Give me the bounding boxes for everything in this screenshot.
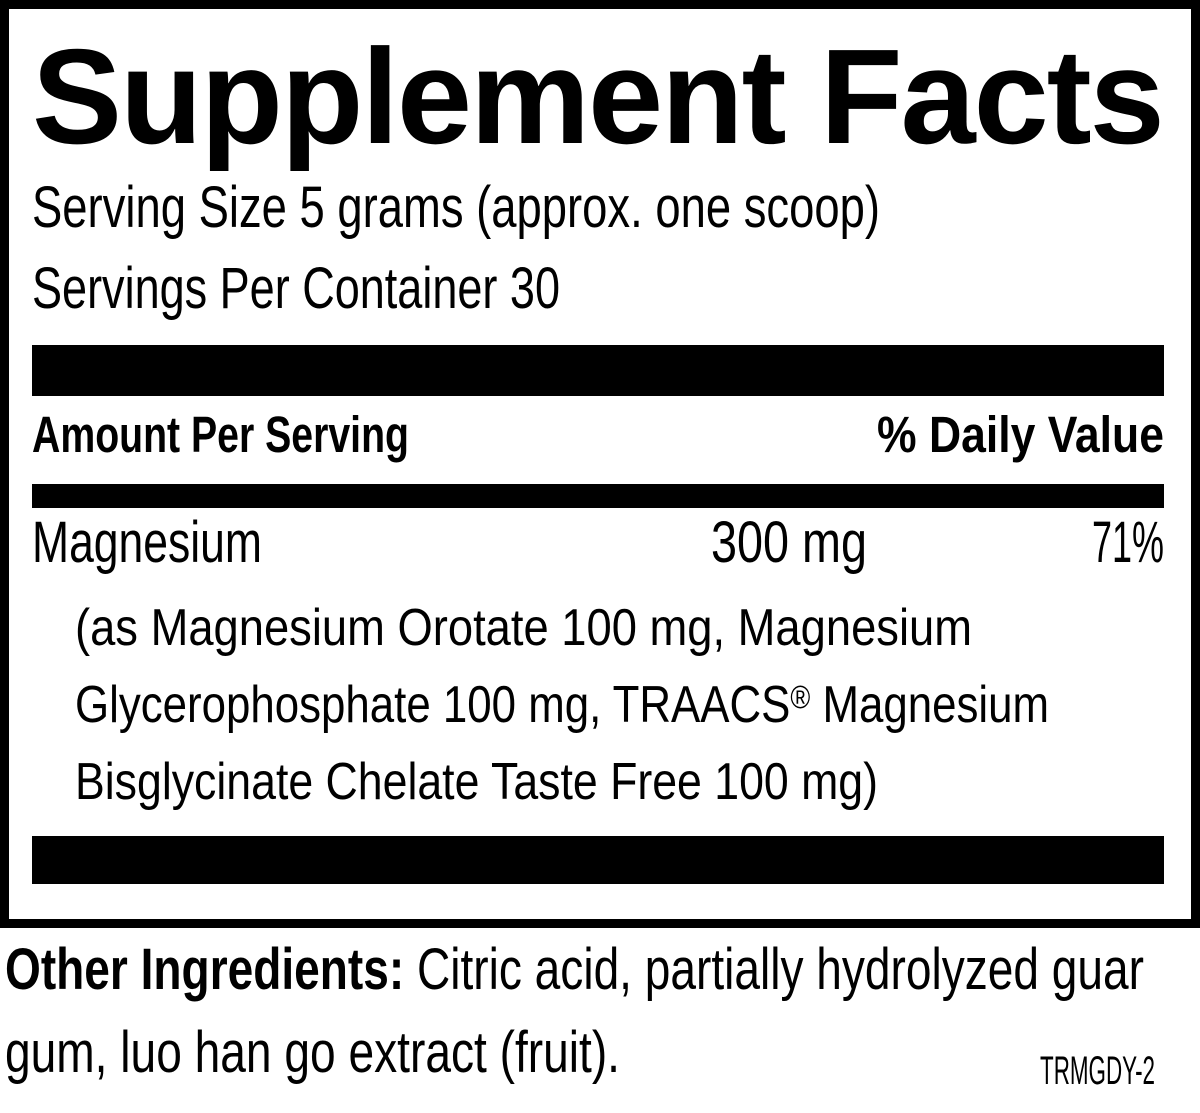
svg-text:Magnesium: Magnesium <box>32 510 262 575</box>
svg-text:(as Magnesium Orotate 100 mg,: (as Magnesium Orotate 100 mg, Magnesium <box>75 599 972 657</box>
svg-text:Supplement Facts: Supplement Facts <box>32 21 1163 172</box>
svg-text:Bisglycinate Chelate Taste Fre: Bisglycinate Chelate Taste Free 100 mg) <box>75 753 878 811</box>
svg-text:Glycerophosphate 100 mg, TRAAC: Glycerophosphate 100 mg, TRAACS® Magnesi… <box>75 676 1049 734</box>
svg-text:gum, luo han go extract (fruit: gum, luo han go extract (fruit). <box>5 1020 620 1085</box>
svg-text:Serving Size 5 grams (approx.: Serving Size 5 grams (approx. one scoop) <box>32 175 880 240</box>
svg-text:300 mg: 300 mg <box>711 510 867 575</box>
svg-text:Servings Per Container 30: Servings Per Container 30 <box>32 256 560 321</box>
svg-text:% Daily Value: % Daily Value <box>877 406 1164 463</box>
svg-text:Other Ingredients: Citric acid: Other Ingredients: Citric acid, partiall… <box>5 937 1144 1002</box>
svg-text:71%: 71% <box>1092 510 1164 575</box>
svg-text:Amount Per Serving: Amount Per Serving <box>32 406 409 463</box>
svg-text:TRMGDY-2: TRMGDY-2 <box>1040 1049 1155 1093</box>
